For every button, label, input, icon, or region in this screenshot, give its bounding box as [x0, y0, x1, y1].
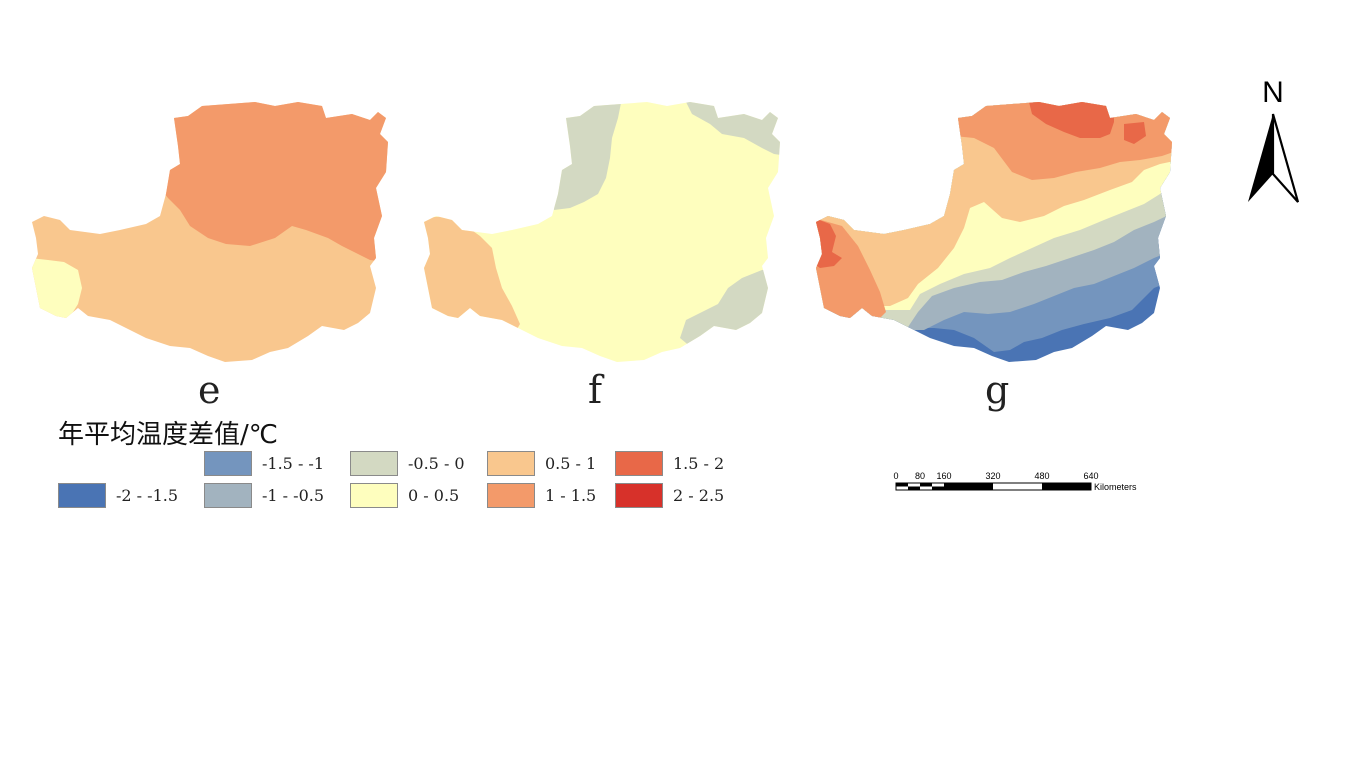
north-arrow-icon	[1248, 113, 1300, 203]
legend-item: 1 - 1.5	[487, 482, 596, 509]
legend-title: 年平均温度差值/℃	[58, 420, 278, 450]
zone-g-1.5-2-northeast	[1124, 122, 1146, 144]
map-panel-g	[816, 102, 1172, 362]
legend-swatch	[350, 483, 398, 508]
legend-swatch	[204, 483, 252, 508]
legend-label: 1 - 1.5	[545, 486, 597, 505]
zone-g-1.5-2-north	[1028, 102, 1114, 138]
legend-swatch	[615, 451, 663, 476]
scale-tick-label: 160	[936, 471, 951, 481]
north-arrow: N	[1248, 76, 1300, 203]
legend-label: -1.5 - -1	[262, 454, 325, 473]
legend-item: 0 - 0.5	[350, 482, 459, 509]
scale-tick-label: 480	[1034, 471, 1049, 481]
scale-tick-label: 80	[915, 471, 925, 481]
legend-swatch	[487, 483, 535, 508]
legend-swatch	[615, 483, 663, 508]
legend-label: -1 - -0.5	[262, 486, 325, 505]
legend-label: 2 - 2.5	[673, 486, 725, 505]
map-panel-e	[32, 102, 388, 362]
legend-item: -2 - -1.5	[58, 482, 178, 509]
legend-item: 0.5 - 1	[487, 450, 596, 477]
panel-label-f: f	[588, 368, 603, 412]
legend-swatch	[58, 483, 106, 508]
zone-f-neg0.5-0-north	[550, 102, 622, 210]
zone-e-0-0.5	[32, 258, 82, 320]
legend-item: -1 - -0.5	[204, 482, 324, 509]
scale-unit: Kilometers	[1094, 482, 1137, 492]
legend-item: -0.5 - 0	[350, 450, 465, 477]
panel-label-e: e	[198, 368, 221, 412]
zone-e-1-1.5	[160, 102, 388, 263]
panel-label-g: g	[985, 368, 1010, 412]
scale-tick-label: 0	[893, 471, 898, 481]
legend-item: 2 - 2.5	[615, 482, 724, 509]
legend-item: 1.5 - 2	[615, 450, 724, 477]
legend-swatch	[487, 451, 535, 476]
legend-swatch	[204, 451, 252, 476]
zone-g-1-1.5	[954, 102, 1172, 180]
legend-label: -2 - -1.5	[116, 486, 179, 505]
legend-label: 0.5 - 1	[545, 454, 597, 473]
legend-item: -1.5 - -1	[204, 450, 324, 477]
scale-tick-label: 320	[985, 471, 1000, 481]
legend-label: 0 - 0.5	[408, 486, 460, 505]
zone-f-0.5-1	[424, 216, 520, 338]
scale-tick-label: 640	[1083, 471, 1098, 481]
legend-label: -0.5 - 0	[408, 454, 465, 473]
map-panel-f	[424, 102, 780, 362]
legend-swatch	[350, 451, 398, 476]
scale-bar: 0 80 160 320 480 640 Kilometers	[893, 471, 1137, 492]
legend-label: 1.5 - 2	[673, 454, 725, 473]
north-label: N	[1262, 76, 1284, 109]
